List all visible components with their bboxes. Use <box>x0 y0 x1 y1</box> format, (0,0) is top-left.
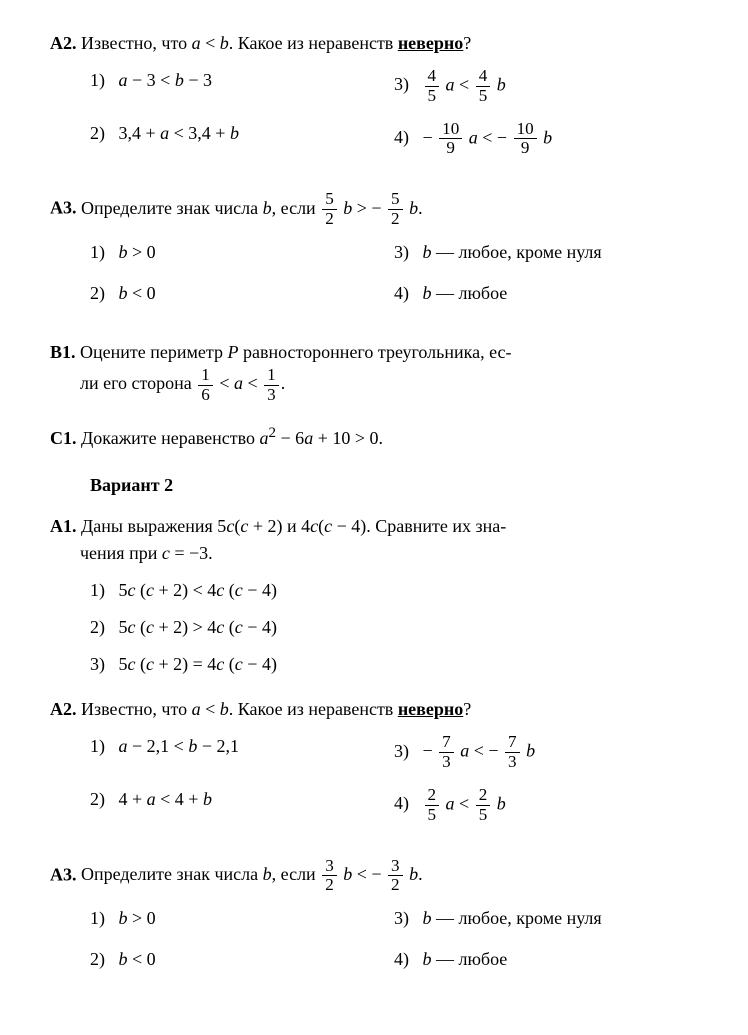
label: А2. <box>50 699 77 719</box>
opt-1: 1) 5c (c + 2) < 4c (c − 4) <box>90 577 698 604</box>
text: Оцените периметр P равностороннего треуг… <box>50 342 512 393</box>
opt-4: 4) 25 a < 25 b <box>394 786 698 825</box>
label: В1. <box>50 342 76 362</box>
problem-c1: С1. Докажите неравенство a2 − 6a + 10 > … <box>50 422 698 452</box>
text: Определите знак числа b, если 32 b < − 3… <box>81 864 423 884</box>
options: 1) b > 0 3) b — любое, кроме нуля 2) b <… <box>90 905 698 987</box>
problem-a1-2: А1. Даны выражения 5c(c + 2) и 4c(c − 4)… <box>50 513 698 678</box>
label: А3. <box>50 198 77 218</box>
text: Известно, что a < b. Какое из неравенств… <box>81 33 471 53</box>
opt-2: 2) 4 + a < 4 + b <box>90 786 394 825</box>
opt-1: 1) b > 0 <box>90 905 394 932</box>
opt-3: 3) b — любое, кроме нуля <box>394 905 698 932</box>
problem-a3-2: А3. Определите знак числа b, если 32 b <… <box>50 857 698 988</box>
opt-4: 4) b — любое <box>394 280 698 307</box>
text: Известно, что a < b. Какое из неравенств… <box>81 699 471 719</box>
text: Даны выражения 5c(c + 2) и 4c(c − 4). Ср… <box>50 516 506 563</box>
problem-a2-2: А2. Известно, что a < b. Какое из нераве… <box>50 696 698 838</box>
label: А1. <box>50 516 77 536</box>
options: 1) b > 0 3) b — любое, кроме нуля 2) b <… <box>90 239 698 321</box>
problem-a3-1: А3. Определите знак числа b, если 52 b >… <box>50 190 698 321</box>
opt-4: 4) − 109 a < − 109 b <box>394 120 698 159</box>
opt-3: 3) − 73 a < − 73 b <box>394 733 698 772</box>
opt-1: 1) a − 2,1 < b − 2,1 <box>90 733 394 772</box>
text: Определите знак числа b, если 52 b > − 5… <box>81 198 423 218</box>
variant-2-heading: Вариант 2 <box>90 472 698 499</box>
opt-2: 2) 5c (c + 2) > 4c (c − 4) <box>90 614 698 641</box>
opt-3: 3) 5c (c + 2) = 4c (c − 4) <box>90 651 698 678</box>
problem-a2-1: А2. Известно, что a < b. Какое из нераве… <box>50 30 698 172</box>
text: Докажите неравенство a2 − 6a + 10 > 0. <box>81 428 383 448</box>
options: 1) a − 3 < b − 3 3) 45 a < 45 b 2) 3,4 +… <box>90 67 698 172</box>
opt-3: 3) b — любое, кроме нуля <box>394 239 698 266</box>
options: 1) 5c (c + 2) < 4c (c − 4) 2) 5c (c + 2)… <box>90 577 698 678</box>
opt-1: 1) b > 0 <box>90 239 394 266</box>
opt-2: 2) 3,4 + a < 3,4 + b <box>90 120 394 159</box>
opt-3: 3) 45 a < 45 b <box>394 67 698 106</box>
opt-2: 2) b < 0 <box>90 946 394 973</box>
label: С1. <box>50 428 77 448</box>
options: 1) a − 2,1 < b − 2,1 3) − 73 a < − 73 b … <box>90 733 698 838</box>
problem-b1: В1. Оцените периметр P равностороннего т… <box>50 339 698 405</box>
opt-2: 2) b < 0 <box>90 280 394 307</box>
label: А2. <box>50 33 77 53</box>
opt-1: 1) a − 3 < b − 3 <box>90 67 394 106</box>
label: А3. <box>50 864 77 884</box>
opt-4: 4) b — любое <box>394 946 698 973</box>
